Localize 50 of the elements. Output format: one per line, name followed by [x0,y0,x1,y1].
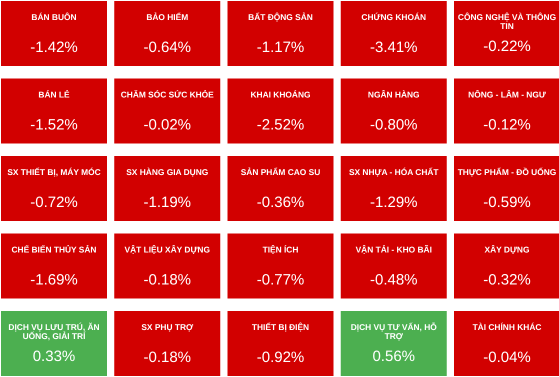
category-label: SX NHỰA - HÓA CHẤT [348,167,440,177]
category-label: SX HÀNG GIA DỤNG [126,167,208,177]
data-label: -1.17% [256,39,304,56]
category-label: NGÂN HÀNG [368,90,420,100]
category-label: BÁN LẺ [38,90,70,100]
data-label: -0.48% [370,272,418,288]
data-label: -1.52% [30,116,78,134]
category-label: TIỆN ÍCH [262,244,298,254]
data-label: -0.64% [143,39,192,56]
data-label: -2.52% [256,116,304,134]
category-label: BÁN BUÔN [31,12,77,22]
data-label: 0.33% [32,348,76,365]
category-label: CÔNG NGHỆ VÀ THÔNG TIN [458,12,556,31]
category-label: THỰC PHẨM - ĐỒ UỐNG [458,167,556,177]
category-label: SX PHỤ TRỢ [141,322,194,332]
data-label: -1.29% [370,194,418,211]
data-label: -0.18% [143,272,192,288]
category-label: BẤT ĐỘNG SẢN [248,12,313,22]
category-label: SX THIẾT BỊ, MÁY MÓC [7,167,101,177]
data-label: -0.59% [483,194,531,211]
category-label: CHĂM SÓC SỨC KHỎE [120,90,214,100]
data-label: -0.77% [256,272,304,288]
data-label: -1.19% [143,194,192,211]
category-label: KHAI KHOÁNG [250,90,311,100]
category-label: NÔNG - LÂM - NGƯ [468,90,546,100]
data-label: -0.92% [256,349,304,366]
data-label: -0.22% [483,38,531,55]
category-label: SẢN PHẨM CAO SU [240,167,320,177]
data-label: -0.04% [483,349,531,366]
category-label: TÀI CHÍNH KHÁC [472,322,542,332]
category-label: DỊCH VỤ LƯU TRÚ, ĂN UỐNG, GIẢI TRÍ [8,322,100,341]
data-label: -0.36% [256,194,304,211]
category-label: CHỨNG KHOÁN [361,12,426,22]
data-label: -3.41% [370,39,418,56]
category-label: DỊCH VỤ TƯ VẤN, HỖ TRỢ [350,322,438,341]
category-label: XÂY DỰNG [484,244,530,254]
category-label: BẢO HIỂM [146,12,188,22]
category-label: VẬT LIỆU XÂY DỰNG [124,244,210,254]
category-label: CHẾ BIẾN THỦY SẢN [11,244,97,254]
data-label: -1.69% [30,272,78,288]
data-label: -0.80% [370,116,418,134]
data-label: 0.56% [372,348,416,365]
data-label: -1.42% [30,39,78,56]
data-label: -0.32% [483,272,531,288]
data-label: -0.12% [483,116,531,134]
category-label: VẬN TẢI - KHO BÃI [356,244,432,254]
data-label: -0.02% [143,116,192,134]
category-label: THIẾT BỊ ĐIỆN [252,322,310,332]
data-label: -0.18% [143,349,192,366]
data-label: -0.72% [30,194,78,211]
